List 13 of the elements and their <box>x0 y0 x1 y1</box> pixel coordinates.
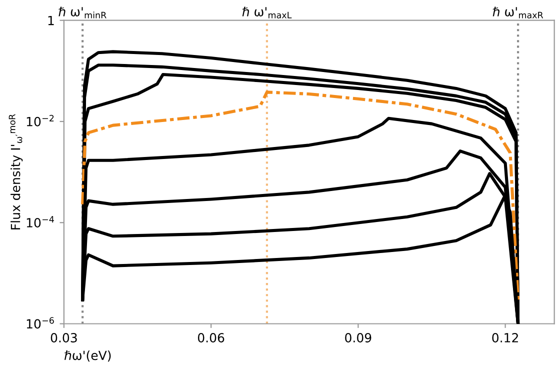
ref-line-label: ℏ ω'$_{minR}$ <box>58 6 106 18</box>
x-axis-title: ℏω'(eV) <box>64 350 111 362</box>
x-tick-label: 0.09 <box>345 333 372 342</box>
ref-line-label: ℏ ω'$_{maxL}$ <box>242 6 292 18</box>
x-tick-label: 0.06 <box>198 333 224 342</box>
y-tick-label: 10$^{−2}$ <box>26 114 54 126</box>
y-axis-title: Flux density I'$_{ω′}$$^{moR}$ <box>8 114 23 230</box>
y-tick-label: 10$^{−4}$ <box>26 216 54 228</box>
x-tick-label: 0.12 <box>492 333 518 342</box>
x-tick-label: 0.03 <box>50 333 77 342</box>
ref-line-label: ℏ ω'$_{maxR}$ <box>492 6 544 18</box>
y-tick-label: 1 <box>48 16 54 26</box>
y-tick-label: 10$^{−6}$ <box>26 317 54 329</box>
